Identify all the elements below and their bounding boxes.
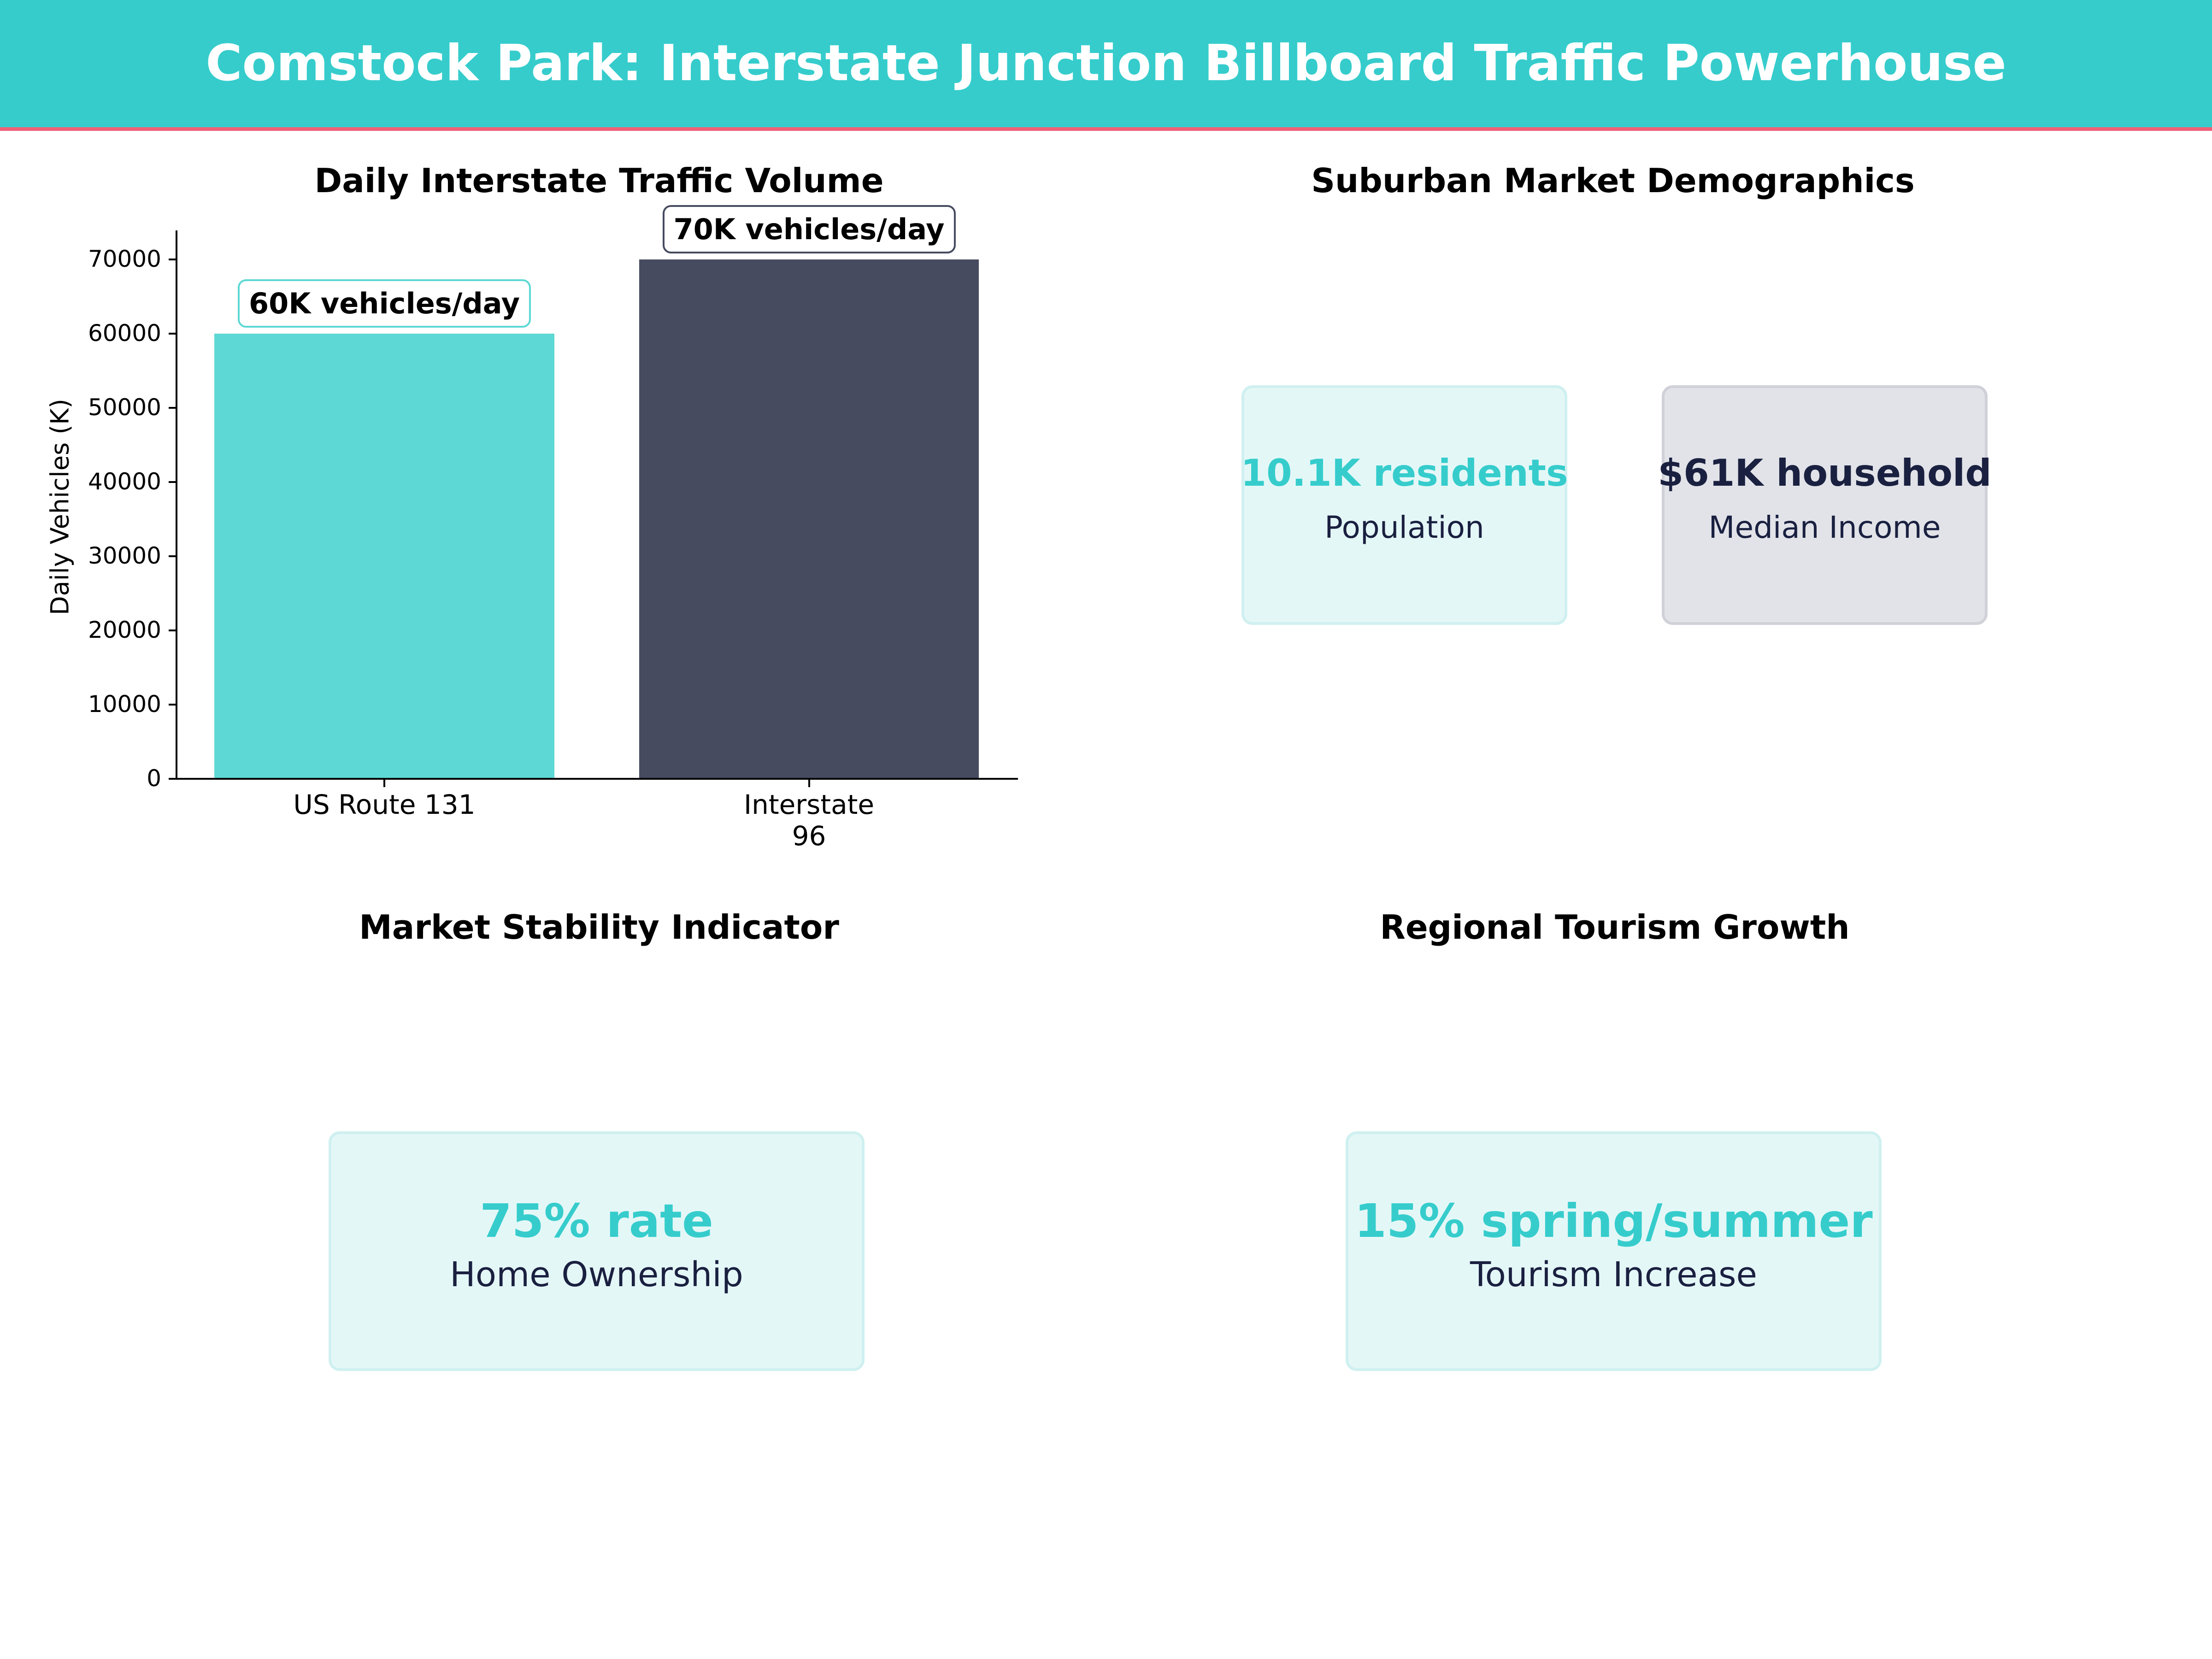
median-income-card: $61K household Median Income xyxy=(1658,385,1992,625)
home-ownership-label: Home Ownership xyxy=(450,1255,743,1294)
y-tick-label: 10000 xyxy=(88,691,161,718)
median-income-label: Median Income xyxy=(1708,510,1941,545)
home-ownership-value: 75% rate xyxy=(480,1194,713,1248)
y-tick xyxy=(169,333,176,335)
x-tick xyxy=(808,780,810,787)
y-tick-label: 40000 xyxy=(88,468,161,495)
x-tick-label: Interstate 96 xyxy=(743,789,875,852)
bar-annotation: 70K vehicles/day xyxy=(662,205,956,253)
stability-title: Market Stability Indicator xyxy=(359,908,839,947)
x-tick-label: US Route 131 xyxy=(293,789,476,820)
population-label: Population xyxy=(1324,510,1484,545)
y-tick-label: 0 xyxy=(147,765,161,792)
bar-1 xyxy=(639,259,979,779)
tourism-card: 15% spring/summer Tourism Increase xyxy=(1346,1131,1882,1371)
y-tick xyxy=(169,629,176,631)
x-axis xyxy=(176,778,1018,780)
tourism-value: 15% spring/summer xyxy=(1354,1194,1873,1248)
y-tick xyxy=(169,407,176,409)
y-tick-label: 70000 xyxy=(88,246,161,272)
x-tick xyxy=(383,780,385,787)
y-tick-label: 20000 xyxy=(88,617,161,643)
tourism-label: Tourism Increase xyxy=(1470,1255,1758,1294)
page-title: Comstock Park: Interstate Junction Billb… xyxy=(206,35,2006,92)
demographics-title: Suburban Market Demographics xyxy=(1311,161,1915,200)
population-card: 10.1K residents Population xyxy=(1241,385,1568,625)
traffic-chart-title: Daily Interstate Traffic Volume xyxy=(314,161,884,200)
y-tick-label: 30000 xyxy=(88,542,161,569)
header-bar xyxy=(0,0,2212,127)
y-tick-label: 60000 xyxy=(88,320,161,347)
y-tick xyxy=(169,704,176,706)
home-ownership-card: 75% rate Home Ownership xyxy=(329,1131,865,1371)
y-tick xyxy=(169,778,176,780)
y-axis xyxy=(176,230,177,780)
median-income-value: $61K household xyxy=(1658,452,1992,494)
y-tick-label: 50000 xyxy=(88,394,161,421)
y-tick xyxy=(169,259,176,260)
bar-0 xyxy=(214,334,554,779)
bar-annotation: 60K vehicles/day xyxy=(237,279,531,328)
y-tick xyxy=(169,555,176,557)
tourism-title: Regional Tourism Growth xyxy=(1380,908,1850,947)
y-tick xyxy=(169,481,176,483)
y-axis-label: Daily Vehicles (K) xyxy=(45,399,75,615)
header-accent-line xyxy=(0,127,2212,131)
population-value: 10.1K residents xyxy=(1241,452,1568,494)
